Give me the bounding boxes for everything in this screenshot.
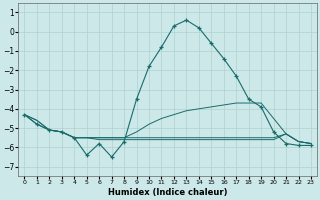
X-axis label: Humidex (Indice chaleur): Humidex (Indice chaleur) <box>108 188 228 197</box>
